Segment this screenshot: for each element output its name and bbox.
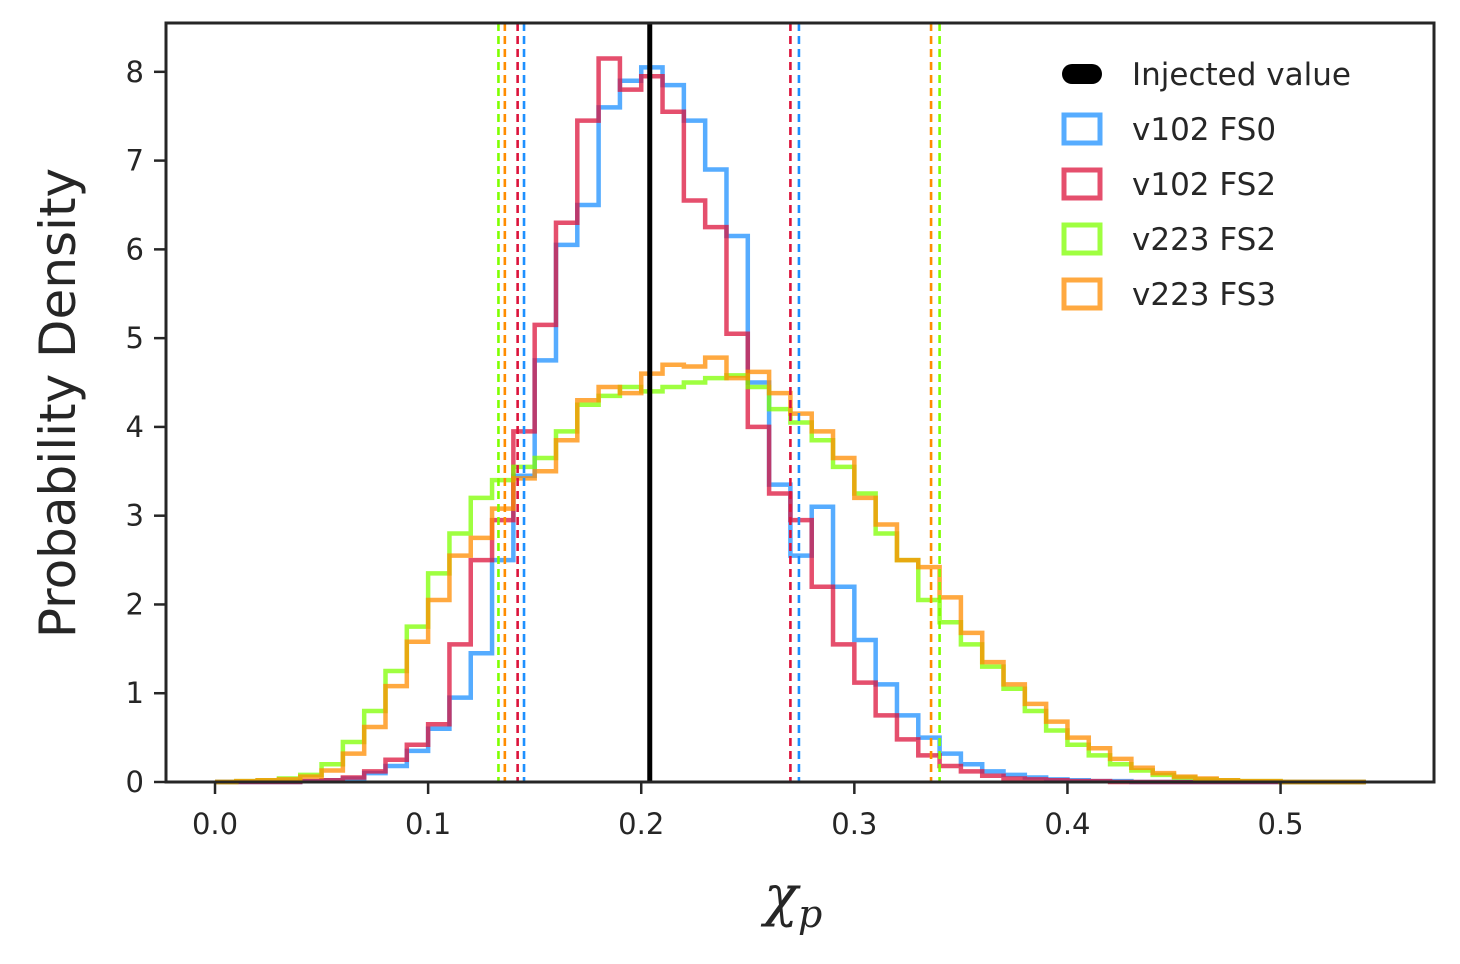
- x-tick-label: 0.5: [1257, 807, 1303, 841]
- histogram-layer: [215, 56, 1366, 785]
- y-tick-label: 8: [126, 55, 144, 89]
- y-tick-label: 3: [126, 499, 144, 533]
- legend-label-v102-fs2: v102 FS2: [1132, 167, 1276, 203]
- legend-swatch-v102-fs0: [1061, 112, 1103, 146]
- legend-item-v102-fs2[interactable]: v102 FS2: [1061, 167, 1276, 203]
- legend-label-v223-fs2: v223 FS2: [1132, 222, 1276, 258]
- x-axis-ticks: 0.0 0.1 0.2 0.3 0.4 0.5: [192, 782, 1304, 841]
- y-tick-label: 6: [126, 232, 144, 266]
- x-axis-label-subscript: p: [798, 892, 822, 936]
- x-axis-label: χ: [760, 864, 801, 929]
- plot-frame: [164, 21, 1436, 784]
- y-tick-label: 7: [126, 144, 144, 178]
- legend-label-v223-fs3: v223 FS3: [1132, 277, 1276, 313]
- x-tick-label: 0.2: [618, 807, 664, 841]
- legend-item-injected-value[interactable]: Injected value: [1062, 57, 1351, 93]
- x-tick-label: 0.0: [192, 807, 238, 841]
- y-axis-ticks: 0 1 2 3 4 5 6 7 8: [126, 55, 166, 799]
- histogram-v223-fs3: [215, 355, 1366, 785]
- legend-item-v102-fs0[interactable]: v102 FS0: [1061, 112, 1276, 148]
- legend-item-v223-fs3[interactable]: v223 FS3: [1061, 277, 1276, 313]
- y-axis-label: Probability Density: [29, 168, 87, 638]
- legend[interactable]: Injected value v102 FS0 v102 FS2 v223 FS2 v2…: [1061, 57, 1351, 313]
- legend-item-v223-fs2[interactable]: v223 FS2: [1061, 222, 1276, 258]
- x-axis-label-group: χp: [760, 864, 822, 936]
- legend-swatch-v223-fs3: [1061, 277, 1103, 311]
- y-tick-label: 0: [126, 765, 144, 799]
- credible-interval-layer: [497, 23, 941, 782]
- legend-label-injected-value: Injected value: [1132, 57, 1351, 93]
- x-tick-label: 0.4: [1044, 807, 1090, 841]
- legend-swatch-injected-value: [1062, 64, 1102, 84]
- legend-swatch-v223-fs2: [1061, 222, 1103, 256]
- legend-swatch-v102-fs2: [1061, 167, 1103, 201]
- legend-label-v102-fs0: v102 FS0: [1132, 112, 1276, 148]
- y-tick-label: 4: [126, 410, 144, 444]
- y-tick-label: 2: [126, 587, 144, 621]
- y-tick-label: 5: [126, 321, 144, 355]
- y-tick-label: 1: [126, 676, 144, 710]
- x-tick-label: 0.3: [831, 807, 877, 841]
- x-tick-label: 0.1: [405, 807, 451, 841]
